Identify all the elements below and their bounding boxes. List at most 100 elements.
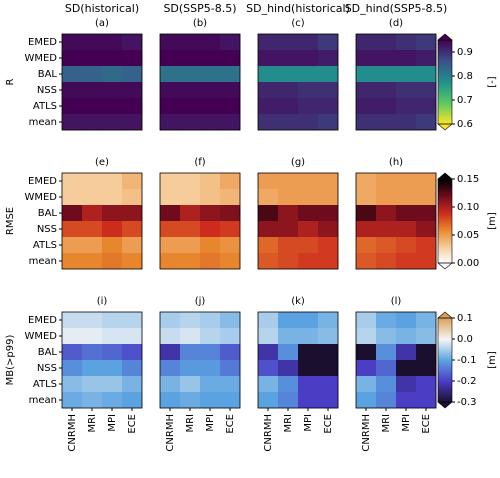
heatmap-cell (416, 34, 437, 51)
x-tick-label: MRI (87, 414, 98, 433)
column-title: SD(SSP5-8.5) (163, 2, 236, 15)
heatmap-cell (258, 328, 279, 345)
y-tick-label: mean (29, 256, 57, 267)
colorbar-segment (438, 97, 452, 100)
heatmap-cell (396, 392, 417, 409)
heatmap-cell (318, 189, 339, 206)
heatmap-cell (82, 328, 103, 345)
heatmap-cell (356, 221, 377, 238)
heatmap-cell (298, 50, 319, 67)
heatmap-cell (416, 328, 437, 345)
heatmap-cell (180, 376, 201, 393)
colorbar-segment (438, 184, 452, 187)
heatmap-cell (416, 376, 437, 393)
colorbar-segment (438, 325, 452, 327)
heatmap-cell (258, 376, 279, 393)
heatmap-cell (416, 205, 437, 222)
heatmap-cell (356, 114, 377, 131)
colorbar-segment (438, 257, 452, 260)
heatmap-cell (180, 205, 201, 222)
heatmap-cell (82, 360, 103, 377)
x-tick-label: ECE (127, 414, 138, 434)
heatmap-cell (396, 34, 417, 51)
heatmap-cell (180, 344, 201, 361)
heatmap-cell (396, 98, 417, 115)
heatmap-cell (160, 312, 181, 329)
heatmap-cell (160, 98, 181, 115)
heatmap-cell (200, 50, 221, 67)
heatmap-cell (122, 114, 143, 131)
panel-label: (e) (95, 157, 109, 168)
colorbar-segment (438, 357, 452, 359)
heatmap-cell (416, 50, 437, 67)
heatmap-cell (416, 344, 437, 361)
colorbar-segment (438, 82, 452, 84)
colorbar-label: [-] (487, 76, 498, 88)
heatmap-cell (82, 344, 103, 361)
heatmap-cell (180, 189, 201, 206)
heatmap-cell (160, 82, 181, 99)
heatmap-cell (180, 237, 201, 254)
heatmap-cell (376, 98, 397, 115)
colorbar-segment (438, 191, 452, 194)
heatmap-cell (318, 98, 339, 115)
heatmap-cell (376, 66, 397, 83)
heatmap-cell (160, 189, 181, 206)
y-tick-label: ATLS (33, 240, 57, 251)
heatmap-cell (278, 344, 299, 361)
heatmap-cell (298, 237, 319, 254)
panel-frame (61, 33, 143, 131)
colorbar-segment (438, 204, 452, 206)
heatmap-cell (180, 50, 201, 67)
heatmap-cell (200, 392, 221, 409)
colorbar-segment (438, 55, 452, 58)
heatmap-cell (102, 221, 123, 238)
colorbar-segment (438, 42, 452, 45)
y-tick-label: mean (29, 395, 57, 406)
heatmap-cell (200, 360, 221, 377)
colorbar-segment (438, 205, 452, 208)
panel-frame (257, 311, 339, 409)
colorbar-segment (438, 390, 452, 393)
y-tick-label: NSS (37, 85, 57, 96)
colorbar-segment (438, 251, 452, 254)
panel-frame (159, 311, 241, 409)
colorbar-segment (438, 221, 452, 223)
heatmap-cell (82, 66, 103, 83)
heatmap-cell (298, 66, 319, 83)
colorbar-segment (438, 51, 452, 53)
heatmap-cell (102, 98, 123, 115)
colorbar-frame (437, 39, 453, 125)
colorbar-segment (438, 212, 452, 215)
heatmap-cell (220, 360, 241, 377)
heatmap-cell (160, 237, 181, 254)
heatmap-cell (62, 312, 83, 329)
colorbar-segment (438, 260, 452, 262)
heatmap-cell (376, 344, 397, 361)
heatmap-cell (122, 50, 143, 67)
colorbar-segment (438, 334, 452, 337)
heatmap-cell (220, 98, 241, 115)
panel-label: (g) (291, 157, 305, 168)
heatmap-cell (180, 253, 201, 270)
colorbar-segment (438, 94, 452, 97)
heatmap-cell (318, 360, 339, 377)
heatmap-cell (356, 98, 377, 115)
colorbar-segment (438, 93, 452, 95)
heatmap-cell (220, 114, 241, 131)
colorbar-segment (438, 336, 452, 338)
heatmap-cell (220, 205, 241, 222)
colorbar-segment (438, 58, 452, 60)
heatmap-cell (180, 98, 201, 115)
panel-label: (l) (391, 296, 402, 307)
colorbar-segment (438, 389, 452, 392)
heatmap-cell (160, 34, 181, 51)
colorbar-segment (438, 215, 452, 218)
heatmap-cell (102, 50, 123, 67)
heatmap-cell (122, 392, 143, 409)
colorbar-segment (438, 216, 452, 219)
colorbar-segment (438, 188, 452, 191)
colorbar-segment (438, 256, 452, 258)
colorbar-segment (438, 187, 452, 190)
colorbar-segment (438, 89, 452, 91)
